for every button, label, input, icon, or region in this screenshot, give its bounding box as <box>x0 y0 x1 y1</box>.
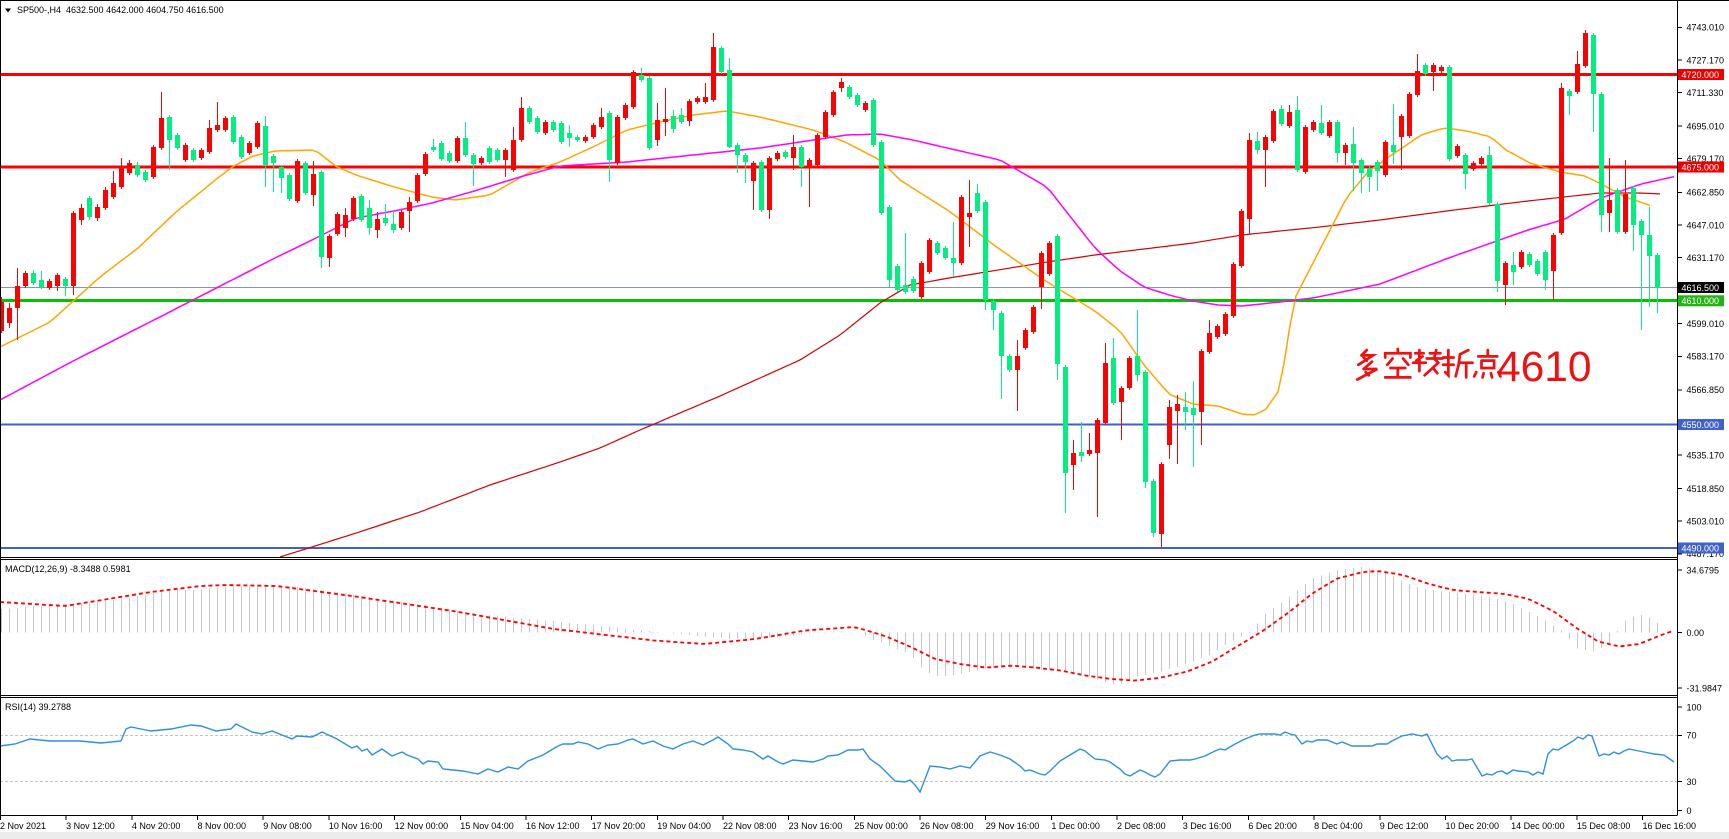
svg-text:30: 30 <box>1687 777 1697 787</box>
svg-text:9 Dec 12:00: 9 Dec 12:00 <box>1380 821 1429 831</box>
svg-text:0: 0 <box>1687 806 1692 816</box>
svg-text:34.6795: 34.6795 <box>1687 565 1720 575</box>
svg-text:15 Nov 04:00: 15 Nov 04:00 <box>460 821 514 831</box>
svg-text:6 Dec 20:00: 6 Dec 20:00 <box>1248 821 1297 831</box>
svg-text:4610.000: 4610.000 <box>1682 296 1720 306</box>
svg-text:4647.010: 4647.010 <box>1687 220 1725 230</box>
svg-text:3 Dec 16:00: 3 Dec 16:00 <box>1183 821 1232 831</box>
svg-text:4566.850: 4566.850 <box>1687 385 1725 395</box>
svg-text:4535.170: 4535.170 <box>1687 450 1725 460</box>
svg-text:16 Dec 16:00: 16 Dec 16:00 <box>1643 821 1697 831</box>
svg-text:0.00: 0.00 <box>1687 628 1705 638</box>
svg-text:4743.010: 4743.010 <box>1687 23 1725 33</box>
svg-text:4662.850: 4662.850 <box>1687 188 1725 198</box>
svg-text:1 Dec 00:00: 1 Dec 00:00 <box>1051 821 1100 831</box>
svg-text:-31.9847: -31.9847 <box>1687 683 1723 693</box>
svg-text:12 Nov 00:00: 12 Nov 00:00 <box>395 821 449 831</box>
svg-text:4490.000: 4490.000 <box>1682 543 1720 553</box>
svg-text:4631.170: 4631.170 <box>1687 253 1725 263</box>
svg-text:RSI(14) 39.2788: RSI(14) 39.2788 <box>5 702 71 712</box>
svg-text:4727.170: 4727.170 <box>1687 55 1725 65</box>
svg-text:4720.000: 4720.000 <box>1682 70 1720 80</box>
svg-text:4518.850: 4518.850 <box>1687 484 1725 494</box>
svg-text:23 Nov 16:00: 23 Nov 16:00 <box>789 821 843 831</box>
svg-text:17 Nov 20:00: 17 Nov 20:00 <box>592 821 646 831</box>
svg-text:3 Nov 12:00: 3 Nov 12:00 <box>66 821 115 831</box>
svg-text:2 Dec 08:00: 2 Dec 08:00 <box>1117 821 1166 831</box>
svg-text:4 Nov 20:00: 4 Nov 20:00 <box>132 821 181 831</box>
svg-text:8 Dec 04:00: 8 Dec 04:00 <box>1314 821 1363 831</box>
svg-text:10 Nov 16:00: 10 Nov 16:00 <box>329 821 383 831</box>
svg-text:8 Nov 00:00: 8 Nov 00:00 <box>198 821 247 831</box>
svg-text:70: 70 <box>1687 731 1697 741</box>
svg-text:22 Nov 08:00: 22 Nov 08:00 <box>723 821 777 831</box>
svg-text:SP500-,H4 4632.500 4642.000 4: SP500-,H4 4632.500 4642.000 4604.750 461… <box>17 5 224 15</box>
svg-text:15 Dec 08:00: 15 Dec 08:00 <box>1577 821 1631 831</box>
svg-text:9 Nov 08:00: 9 Nov 08:00 <box>263 821 312 831</box>
svg-text:4550.000: 4550.000 <box>1682 420 1720 430</box>
svg-text:4610: 4610 <box>1497 344 1592 391</box>
svg-text:4695.010: 4695.010 <box>1687 121 1725 131</box>
svg-text:4679.170: 4679.170 <box>1687 154 1725 164</box>
svg-text:MACD(12,26,9) -8.3488 0.5981: MACD(12,26,9) -8.3488 0.5981 <box>5 564 131 574</box>
svg-text:19 Nov 04:00: 19 Nov 04:00 <box>657 821 711 831</box>
svg-text:14 Dec 00:00: 14 Dec 00:00 <box>1511 821 1565 831</box>
svg-text:4503.010: 4503.010 <box>1687 517 1725 527</box>
svg-text:4711.330: 4711.330 <box>1687 88 1724 98</box>
svg-text:4583.170: 4583.170 <box>1687 352 1725 362</box>
svg-text:4487.170: 4487.170 <box>1687 549 1725 559</box>
svg-text:2 Nov 2021: 2 Nov 2021 <box>0 821 46 831</box>
svg-text:4616.500: 4616.500 <box>1682 283 1720 293</box>
svg-text:25 Nov 00:00: 25 Nov 00:00 <box>854 821 908 831</box>
svg-text:26 Nov 08:00: 26 Nov 08:00 <box>920 821 974 831</box>
svg-text:100: 100 <box>1687 702 1702 712</box>
svg-text:4675.000: 4675.000 <box>1682 162 1720 172</box>
svg-text:29 Nov 16:00: 29 Nov 16:00 <box>986 821 1040 831</box>
svg-text:4599.010: 4599.010 <box>1687 319 1725 329</box>
svg-text:16 Nov 12:00: 16 Nov 12:00 <box>526 821 580 831</box>
svg-text:10 Dec 20:00: 10 Dec 20:00 <box>1445 821 1499 831</box>
